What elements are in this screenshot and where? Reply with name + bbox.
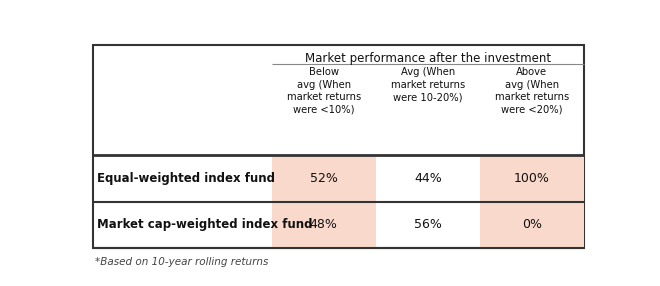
Text: 44%: 44%: [414, 172, 442, 185]
Text: Equal-weighted index fund: Equal-weighted index fund: [97, 172, 275, 185]
Text: 48%: 48%: [310, 218, 338, 231]
Text: 100%: 100%: [514, 172, 550, 185]
Bar: [272, 202, 376, 248]
Bar: [480, 156, 583, 202]
Text: Avg (When
market returns
were 10-20%): Avg (When market returns were 10-20%): [391, 67, 465, 102]
Text: Below
avg (When
market returns
were <10%): Below avg (When market returns were <10%…: [286, 67, 361, 115]
Text: Above
avg (When
market returns
were <20%): Above avg (When market returns were <20%…: [494, 67, 569, 115]
Text: Market performance after the investment: Market performance after the investment: [305, 52, 551, 65]
Bar: [272, 156, 376, 202]
Bar: [480, 202, 583, 248]
Text: *Based on 10-year rolling returns: *Based on 10-year rolling returns: [95, 257, 269, 267]
Text: 52%: 52%: [310, 172, 338, 185]
Text: Market cap-weighted index fund: Market cap-weighted index fund: [97, 218, 312, 231]
Text: 56%: 56%: [414, 218, 442, 231]
Text: 0%: 0%: [522, 218, 542, 231]
